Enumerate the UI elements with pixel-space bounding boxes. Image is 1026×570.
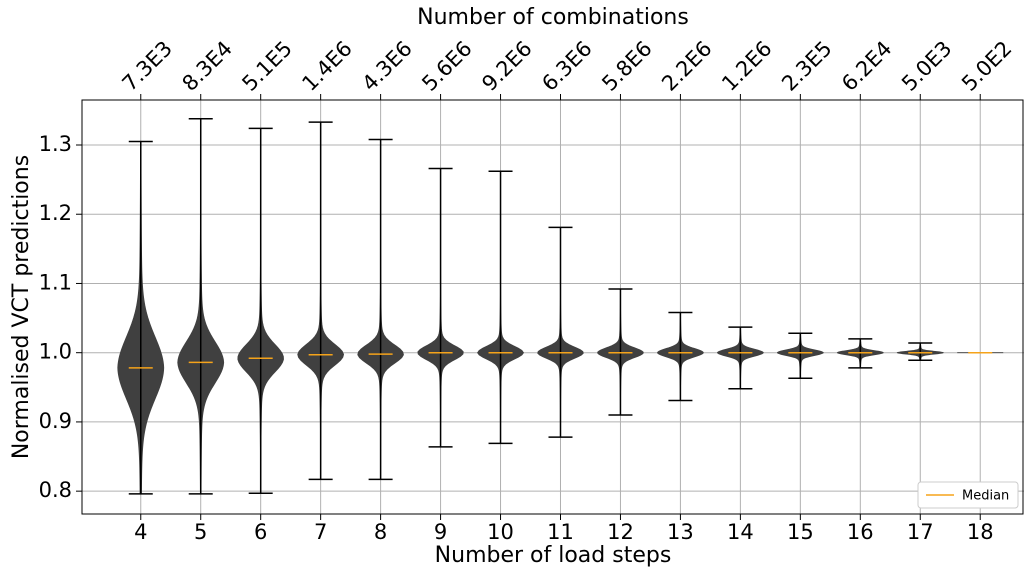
top-axis-label: Number of combinations — [417, 5, 689, 30]
x-tick-label: 9 — [434, 520, 447, 544]
top-tick-label: 1.2E6 — [717, 36, 776, 95]
legend-label: Median — [962, 489, 1009, 504]
top-tick-label: 6.3E6 — [537, 36, 596, 95]
y-tick-label: 1.0 — [39, 340, 72, 364]
x-tick-label: 17 — [907, 520, 934, 544]
x-tick-label: 12 — [607, 520, 634, 544]
top-tick-label: 2.2E6 — [657, 36, 716, 95]
top-tick-label: 5.1E5 — [237, 36, 296, 95]
top-tick-label: 5.6E6 — [417, 36, 476, 95]
x-tick-label: 6 — [254, 520, 267, 544]
x-tick-label: 8 — [374, 520, 387, 544]
y-tick-label: 0.9 — [39, 409, 72, 433]
x-tick-label: 15 — [787, 520, 814, 544]
x-tick-label: 10 — [487, 520, 514, 544]
top-tick-label: 5.8E6 — [597, 36, 656, 95]
top-tick-label: 2.3E5 — [777, 36, 836, 95]
top-tick-label: 1.4E6 — [297, 36, 356, 95]
x-tick-label: 5 — [194, 520, 207, 544]
top-tick-label: 9.2E6 — [477, 36, 536, 95]
top-tick-label: 5.0E3 — [897, 36, 956, 95]
top-tick-label: 8.3E4 — [178, 36, 237, 95]
y-tick-label: 1.2 — [39, 201, 72, 225]
top-tick-label: 7.3E3 — [118, 36, 177, 95]
y-tick-label: 0.8 — [39, 478, 72, 502]
y-axis-label: Normalised VCT predictions — [9, 155, 34, 459]
x-tick-label: 13 — [667, 520, 694, 544]
x-tick-label: 7 — [314, 520, 327, 544]
top-tick-label: 5.0E2 — [957, 36, 1016, 95]
x-tick-label: 16 — [847, 520, 874, 544]
y-tick-label: 1.3 — [39, 132, 72, 156]
x-tick-label: 4 — [134, 520, 147, 544]
y-tick-label: 1.1 — [39, 270, 72, 294]
x-axis-label: Number of load steps — [435, 543, 672, 568]
top-tick-label: 6.2E4 — [837, 36, 896, 95]
top-tick-label: 4.3E6 — [357, 36, 416, 95]
x-tick-label: 14 — [727, 520, 754, 544]
x-tick-label: 18 — [967, 520, 994, 544]
plot-frame — [81, 99, 1024, 515]
legend-box — [917, 481, 1019, 509]
x-tick-label: 11 — [547, 520, 574, 544]
